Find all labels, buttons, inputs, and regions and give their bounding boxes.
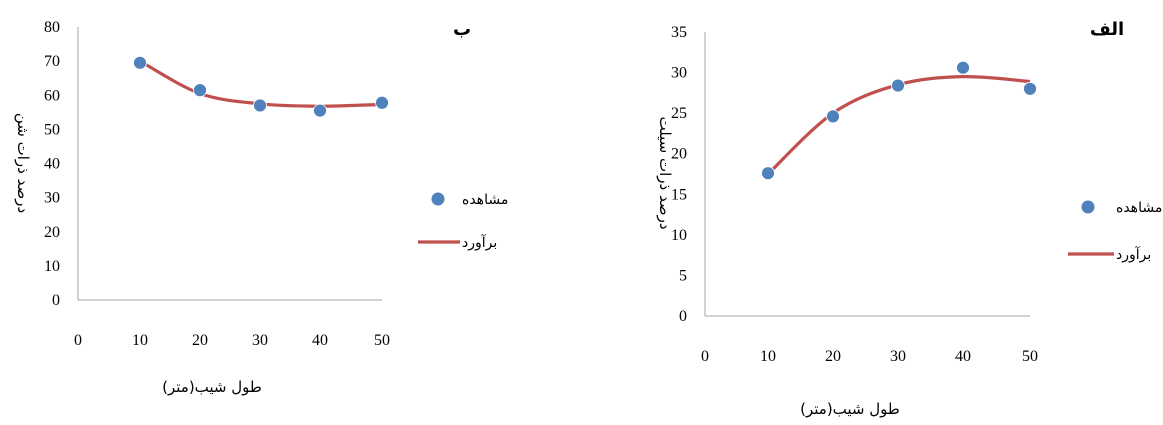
- silt-legend-label-fitted: برآورد: [1116, 246, 1151, 263]
- sand-x-tick-label: 0: [74, 332, 82, 349]
- silt-x-axis-title: طول شیب(متر): [800, 400, 900, 418]
- sand-x-axis-title: طول شیب(متر): [162, 378, 262, 396]
- silt-legend-label-observed: مشاهده: [1116, 200, 1162, 216]
- silt-panel-label: الف: [1090, 19, 1124, 40]
- silt-x-tick-label: 10: [760, 348, 776, 365]
- silt-y-axis-title: درصد ذرات سیلت: [656, 116, 674, 229]
- sand-x-tick-label: 30: [252, 332, 268, 349]
- chart-silt: 0 5 10 15 20 25 30 35 0 10 20 30 40 50 درصد ذرات سیلت ط…: [656, 19, 1162, 418]
- silt-observed-point: [956, 60, 970, 75]
- sand-observed-point: [193, 83, 207, 98]
- sand-panel-label: ب: [453, 19, 471, 40]
- sand-y-tick-label: 70: [44, 53, 60, 70]
- sand-observed-point: [375, 95, 389, 110]
- sand-y-tick-label: 30: [44, 190, 60, 207]
- silt-observed-point: [826, 109, 840, 124]
- silt-y-tick-label: 30: [671, 65, 687, 82]
- silt-x-tick-label: 40: [955, 348, 971, 365]
- sand-y-tick-label: 20: [44, 224, 60, 241]
- silt-y-tick-label: 35: [671, 24, 687, 41]
- sand-x-tick-label: 50: [374, 332, 390, 349]
- sand-observed-point: [313, 103, 327, 118]
- sand-y-tick-label: 80: [44, 19, 60, 36]
- sand-x-tick-label: 20: [192, 332, 208, 349]
- silt-x-tick-label: 50: [1022, 348, 1038, 365]
- silt-observed-point: [891, 78, 905, 93]
- sand-y-tick-label: 60: [44, 87, 60, 104]
- sand-legend-marker-observed: [431, 192, 445, 206]
- silt-y-tick-label: 25: [671, 105, 687, 122]
- sand-x-tick-label: 40: [312, 332, 328, 349]
- sand-y-tick-label: 40: [44, 156, 60, 173]
- silt-y-tick-label: 10: [671, 227, 687, 244]
- sand-x-tick-label: 10: [132, 332, 148, 349]
- chart-sand: 0 10 20 30 40 50 60 70 80 0 10 20 30 40 50 درصد ذرات شن…: [14, 19, 508, 396]
- sand-y-tick-label: 0: [52, 292, 60, 309]
- sand-y-tick-label: 10: [44, 258, 60, 275]
- silt-legend-marker-observed: [1081, 200, 1095, 214]
- silt-observed-point: [761, 166, 775, 181]
- silt-x-tick-label: 30: [890, 348, 906, 365]
- silt-y-tick-label: 5: [679, 267, 687, 284]
- sand-legend-label-observed: مشاهده: [462, 192, 508, 208]
- sand-observed-point: [253, 98, 267, 113]
- sand-legend-label-fitted: برآورد: [462, 234, 497, 251]
- silt-y-tick-label: 15: [671, 186, 687, 203]
- sand-observed-point: [133, 55, 147, 70]
- silt-y-tick-label: 20: [671, 146, 687, 163]
- sand-y-axis-title: درصد ذرات شن: [14, 113, 32, 213]
- silt-x-tick-label: 20: [825, 348, 841, 365]
- sand-y-tick-label: 50: [44, 121, 60, 138]
- silt-x-tick-label: 0: [701, 348, 709, 365]
- silt-y-tick-label: 0: [679, 308, 687, 325]
- silt-observed-point: [1023, 81, 1037, 96]
